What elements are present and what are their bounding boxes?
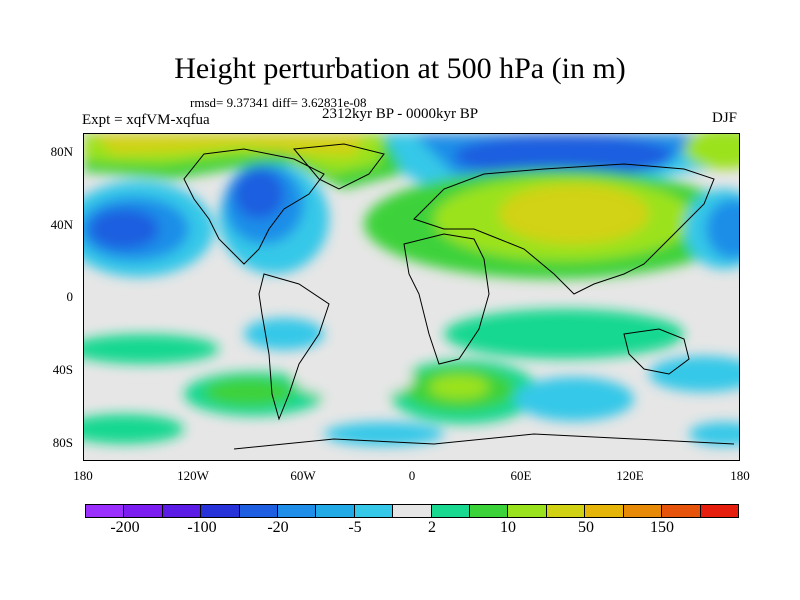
colorbar-segment bbox=[201, 505, 240, 517]
map-panel bbox=[83, 133, 740, 461]
colorbar-label: -200 bbox=[110, 519, 140, 536]
colorbar-segment bbox=[546, 505, 586, 517]
colorbar-segment bbox=[354, 505, 394, 517]
colorbar-segment bbox=[508, 505, 547, 517]
lon-label-60e: 60E bbox=[510, 468, 532, 483]
lat-label-0: 0 bbox=[66, 289, 74, 304]
colorbar-label: -5 bbox=[348, 519, 362, 536]
period-label: 2312kyr BP - 0000kyr BP bbox=[322, 106, 479, 122]
colorbar-segment bbox=[662, 505, 701, 517]
experiment-label: Expt = xqfVM-xqfua bbox=[82, 112, 210, 128]
lon-label-0: 0 bbox=[408, 468, 416, 483]
colorbar-segment bbox=[278, 505, 317, 517]
colorbar-segment bbox=[124, 505, 163, 517]
colorbar-label: -100 bbox=[187, 519, 217, 536]
colorbar-label: 50 bbox=[578, 519, 594, 536]
colorbar-segment bbox=[700, 505, 738, 517]
colorbar-segment bbox=[316, 505, 355, 517]
colorbar-segment bbox=[470, 505, 509, 517]
colorbar-segment bbox=[393, 505, 432, 517]
lon-label-180e: 180 bbox=[730, 468, 750, 483]
plot-title: Height perturbation at 500 hPa (in m) bbox=[174, 52, 626, 85]
colorbar-segment bbox=[162, 505, 202, 517]
colorbar-segment bbox=[585, 505, 624, 517]
contour-field bbox=[84, 134, 739, 460]
lon-label-120w: 120W bbox=[177, 468, 209, 483]
lon-label-60w: 60W bbox=[290, 468, 316, 483]
lat-label-40s: 40S bbox=[52, 362, 73, 377]
colorbar-segment bbox=[431, 505, 471, 517]
colorbar-label: 2 bbox=[428, 519, 436, 536]
colorbar bbox=[85, 504, 739, 518]
lat-label-80n: 80N bbox=[50, 144, 73, 159]
colorbar-label: 10 bbox=[500, 519, 516, 536]
anomaly-fields bbox=[84, 134, 739, 446]
colorbar-segment bbox=[623, 505, 663, 517]
lon-label-180w: 180 bbox=[73, 468, 93, 483]
colorbar-label: -20 bbox=[267, 519, 289, 536]
lon-label-120e: 120E bbox=[616, 468, 644, 483]
lat-label-80s: 80S bbox=[52, 435, 73, 450]
coastlines bbox=[183, 143, 735, 450]
lat-label-40n: 40N bbox=[50, 217, 73, 232]
colorbar-segment bbox=[239, 505, 279, 517]
colorbar-label: 150 bbox=[650, 519, 674, 536]
season-label: DJF bbox=[712, 110, 738, 126]
stats-text: rmsd= 9.37341 diff= 3.62831e-08 bbox=[190, 95, 367, 110]
colorbar-segment bbox=[86, 505, 125, 517]
